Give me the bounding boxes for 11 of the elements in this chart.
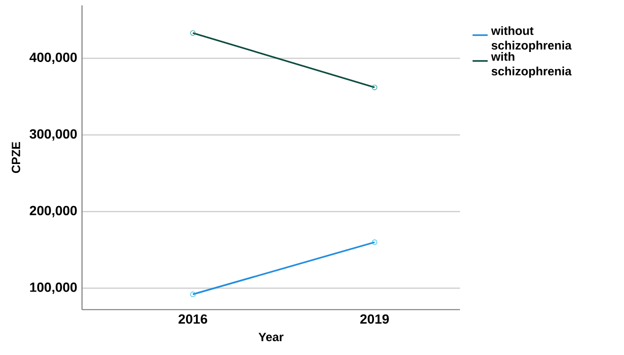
x-axis-title: Year [258, 332, 284, 342]
y-tick-label: 300,000 [30, 129, 77, 141]
point [190, 292, 196, 297]
x-tick-label: 2019 [360, 314, 389, 324]
y-axis-title: CPZE [12, 142, 20, 173]
legend-label: with schizophrenia [491, 52, 572, 78]
x-tick-label: 2016 [178, 314, 208, 324]
y-tick-label: 100,000 [30, 282, 77, 294]
y-tick-label: 200,000 [30, 206, 77, 218]
point [372, 240, 378, 245]
y-tick-label: 400,000 [30, 52, 77, 64]
